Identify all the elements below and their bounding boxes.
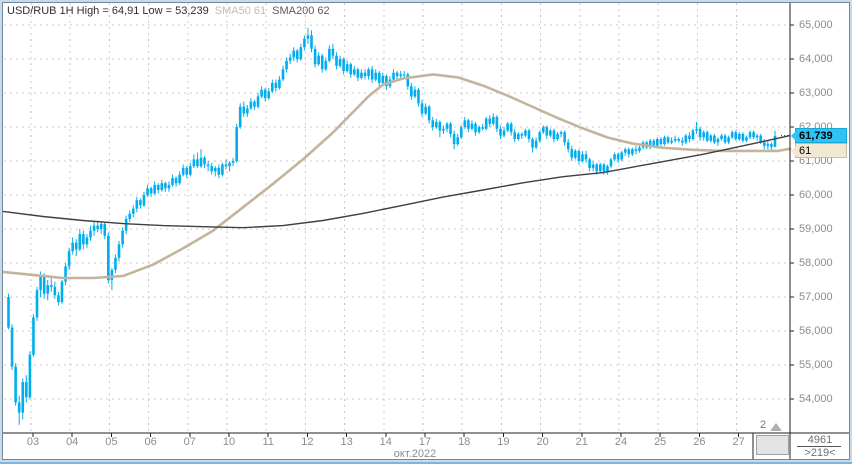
day-label: 17 bbox=[418, 436, 432, 448]
chart-title: USD/RUB 1H High = 64,91 Low = 53,239 SMA5… bbox=[7, 5, 336, 17]
day-label: 18 bbox=[458, 436, 471, 448]
time-axis[interactable]: окт.2022 03 04 05 06 07 10 11 12 13 14 17 18 19 20 21 2… bbox=[3, 433, 753, 459]
title-symbol-info: USD/RUB 1H High = 64,91 Low = 53,239 bbox=[7, 5, 209, 17]
last-price-tag: 61,739 bbox=[791, 128, 847, 144]
day-label: 12 bbox=[301, 436, 314, 448]
price-tick-label: 56,000 bbox=[799, 325, 833, 338]
expand-up-icon[interactable] bbox=[770, 423, 782, 431]
month-label: окт.2022 bbox=[393, 448, 437, 460]
day-label: 04 bbox=[66, 436, 79, 448]
price-tick-label: 54,000 bbox=[799, 393, 833, 405]
day-label: 11 bbox=[262, 436, 274, 448]
last-price-value: 61,739 bbox=[799, 130, 833, 143]
day-label: 14 bbox=[379, 436, 392, 448]
price-tick-label: 57,000 bbox=[799, 291, 833, 304]
price-tick-label: 58,000 bbox=[799, 257, 833, 270]
price-tick-label: 55,000 bbox=[799, 359, 833, 372]
day-label: 10 bbox=[222, 436, 236, 448]
day-label: 25 bbox=[654, 436, 667, 448]
scrollbar-button[interactable] bbox=[756, 435, 789, 455]
sma200-line bbox=[3, 134, 791, 229]
price-tick-label: 60,000 bbox=[799, 189, 833, 202]
price-tick-label: 65,000 bbox=[799, 19, 833, 32]
panel-count-label: 2 bbox=[760, 419, 767, 431]
day-label: 07 bbox=[183, 436, 196, 448]
title-sma50-indicator: SMA50 61 bbox=[214, 5, 267, 17]
day-label: 06 bbox=[144, 436, 157, 448]
corner-info: 4961 >219< bbox=[791, 433, 849, 459]
day-label: 27 bbox=[732, 436, 745, 448]
sma50-value: 61 bbox=[799, 145, 812, 158]
corner-bottom-value: >219< bbox=[804, 447, 836, 459]
sma50-line bbox=[3, 73, 792, 280]
day-label: 03 bbox=[26, 436, 40, 448]
day-label: 20 bbox=[536, 436, 549, 448]
candlestick-canvas[interactable] bbox=[3, 3, 849, 459]
corner-divider bbox=[797, 446, 841, 447]
day-label: 05 bbox=[105, 436, 118, 448]
title-sma200-indicator: SMA200 62 bbox=[272, 5, 330, 17]
corner-top-value: 4961 bbox=[807, 434, 833, 446]
price-tick-label: 64,000 bbox=[799, 53, 833, 66]
day-label: 21 bbox=[575, 436, 588, 448]
day-label: 24 bbox=[614, 436, 628, 448]
day-label: 19 bbox=[497, 436, 510, 448]
price-tick-label: 63,000 bbox=[799, 87, 833, 100]
day-label: 26 bbox=[693, 436, 706, 448]
price-tick-label: 59,000 bbox=[799, 223, 833, 236]
price-axis[interactable]: 65,000 64,000 63,000 62,000 61,000 60,000 59,0… bbox=[791, 3, 849, 433]
sma50-value-tag: 61 bbox=[791, 143, 847, 159]
day-label: 13 bbox=[340, 436, 353, 448]
